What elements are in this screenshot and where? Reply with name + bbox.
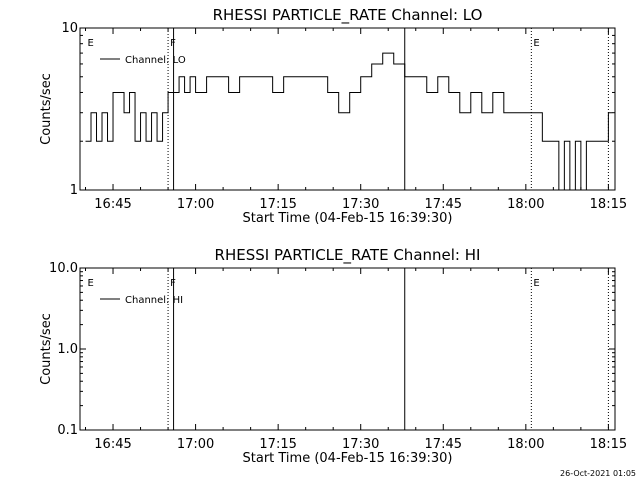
x-tick-label: 18:15 [590, 437, 627, 452]
chart-title: RHESSI PARTICLE_RATE Channel: HI [215, 246, 481, 265]
x-tick-label: 18:00 [507, 197, 544, 212]
legend-label: Channel: HI [125, 295, 183, 306]
y-tick-label: 0.1 [57, 423, 78, 438]
x-axis-label: Start Time (04-Feb-15 16:39:30) [243, 451, 453, 466]
x-tick-label: 17:15 [259, 437, 296, 452]
footer-timestamp: 26-Oct-2021 01:05 [560, 469, 636, 478]
y-tick-label: 10.0 [49, 261, 78, 276]
x-tick-label: 16:45 [94, 197, 131, 212]
x-tick-label: 18:00 [507, 437, 544, 452]
event-marker-label: E [533, 38, 539, 49]
y-tick-label: 1 [70, 183, 78, 198]
x-tick-label: 17:30 [342, 197, 379, 212]
x-tick-label: 16:45 [94, 437, 131, 452]
x-tick-label: 17:15 [259, 197, 296, 212]
legend-label: Channel: LO [125, 55, 186, 66]
event-marker-label: E [533, 278, 539, 289]
x-tick-label: 17:00 [177, 197, 214, 212]
event-marker-label: E [88, 38, 94, 49]
event-marker-label: E [88, 278, 94, 289]
x-tick-label: 17:30 [342, 437, 379, 452]
x-tick-label: 18:15 [590, 197, 627, 212]
x-tick-label: 17:00 [177, 437, 214, 452]
series-line-0 [85, 52, 613, 191]
x-tick-label: 17:45 [425, 197, 462, 212]
y-tick-label: 10 [61, 21, 78, 36]
y-axis-label: Counts/sec [39, 73, 54, 145]
plot-frame [79, 267, 616, 431]
y-axis-label: Counts/sec [39, 313, 54, 385]
event-marker-label: F [170, 38, 176, 49]
y-tick-label: 1.0 [57, 342, 78, 357]
plot-frame [79, 27, 616, 191]
x-tick-label: 17:45 [425, 437, 462, 452]
event-marker-label: F [170, 278, 176, 289]
chart-title: RHESSI PARTICLE_RATE Channel: LO [213, 6, 483, 25]
x-axis-label: Start Time (04-Feb-15 16:39:30) [243, 211, 453, 226]
